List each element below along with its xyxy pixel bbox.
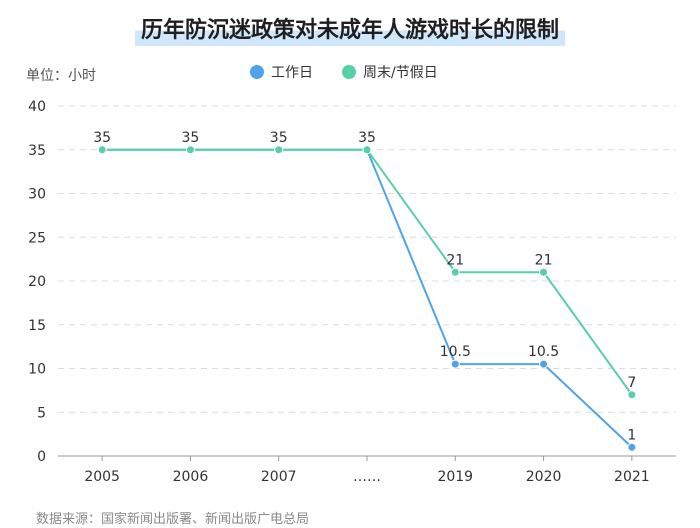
- data-point-1[interactable]: [185, 145, 195, 155]
- x-tick-label: 2019: [437, 469, 473, 485]
- y-tick-label: 35: [28, 143, 46, 159]
- x-tick-label: 2006: [173, 469, 209, 485]
- unit-label: 单位：小时: [26, 68, 96, 84]
- data-label: 7: [627, 375, 636, 391]
- data-label: 35: [93, 130, 111, 146]
- legend-label-1[interactable]: 周末/节假日: [363, 65, 438, 81]
- chart-title-wrap: 历年防沉迷政策对未成年人游戏时长的限制: [0, 12, 700, 46]
- data-point-0[interactable]: [627, 442, 637, 452]
- data-label: 21: [446, 252, 464, 268]
- legend-marker-1[interactable]: [342, 65, 356, 79]
- data-point-1[interactable]: [539, 267, 549, 277]
- y-tick-label: 25: [28, 230, 46, 246]
- data-label: 10.5: [440, 344, 471, 360]
- y-tick-label: 5: [37, 405, 46, 421]
- y-tick-label: 10: [28, 362, 46, 378]
- data-point-0[interactable]: [450, 359, 460, 369]
- y-tick-label: 20: [28, 274, 46, 290]
- x-tick-label: 2021: [614, 469, 650, 485]
- x-tick-label: 2005: [84, 469, 120, 485]
- x-tick-label: 2020: [526, 469, 562, 485]
- y-tick-label: 15: [28, 318, 46, 334]
- axes: 0 5 10 15 20 25 30 35 40 2005 2006 2007 …… 2019 2020 20…: [28, 99, 676, 485]
- series: [97, 145, 637, 452]
- legend[interactable]: 工作日 周末/节假日: [250, 65, 438, 81]
- x-tick-label: 2007: [261, 469, 297, 485]
- x-tick-label: ……: [353, 469, 381, 485]
- data-labels: 35 35 35 35 21 10.5 21 10.5 7 1: [93, 130, 636, 444]
- data-label: 10.5: [528, 344, 559, 360]
- data-point-1[interactable]: [97, 145, 107, 155]
- legend-marker-0[interactable]: [250, 65, 264, 79]
- legend-label-0[interactable]: 工作日: [271, 65, 313, 81]
- data-point-0[interactable]: [539, 359, 549, 369]
- data-label: 35: [270, 130, 288, 146]
- y-tick-label: 30: [28, 187, 46, 203]
- data-point-1[interactable]: [627, 390, 637, 400]
- data-point-1[interactable]: [450, 267, 460, 277]
- data-label: 1: [627, 427, 636, 443]
- y-tick-label: 0: [37, 449, 46, 465]
- data-point-1[interactable]: [274, 145, 284, 155]
- data-point-1[interactable]: [362, 145, 372, 155]
- chart-title: 历年防沉迷政策对未成年人游戏时长的限制: [134, 12, 565, 46]
- series-line-0: [102, 148, 633, 448]
- data-source: 数据来源：国家新闻出版署、新闻出版广电总局: [36, 512, 310, 527]
- y-tick-label: 40: [28, 99, 46, 115]
- data-label: 21: [535, 252, 553, 268]
- data-label: 35: [182, 130, 200, 146]
- data-label: 35: [358, 130, 376, 146]
